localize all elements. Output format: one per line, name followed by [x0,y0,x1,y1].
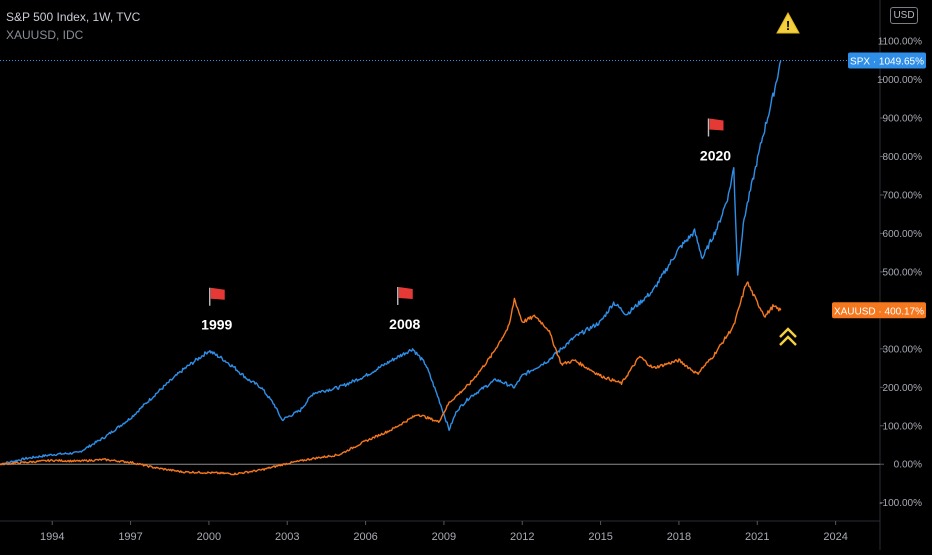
y-tick-label: 1000.00% [877,75,922,86]
y-tick-label: 500.00% [883,267,923,278]
x-tick-label: 2006 [353,531,377,543]
series-line-xauusd[interactable] [0,281,782,476]
y-tick-label: 1100.00% [878,37,922,48]
annotation-label: 2008 [389,316,420,332]
x-tick-label: 2021 [745,531,769,543]
y-tick-label: 800.00% [883,152,923,163]
y-tick-label: 300.00% [883,344,923,355]
last-value-badge-text-xauusd: XAUUSD · 400.17% [834,306,924,317]
y-tick-label: -100.00% [879,498,922,509]
y-tick-label: 100.00% [883,421,923,432]
chevron-up-icon [779,335,797,346]
warning-icon-glyph: ! [786,18,790,33]
x-tick-label: 1997 [118,531,142,543]
chevron-up-icon [779,327,797,338]
x-tick-label: 2015 [588,531,612,543]
last-value-badge-spx [848,52,926,69]
x-tick-label: 2012 [510,531,534,543]
last-value-badge-xauusd [832,302,926,319]
y-tick-label: 600.00% [883,229,923,240]
flag-icon [398,286,413,299]
x-tick-label: 2009 [432,531,456,543]
flag-icon [709,118,724,131]
currency-button[interactable]: USD [890,7,918,24]
x-tick-label: 2000 [197,531,221,543]
x-tick-label: 2003 [275,531,299,543]
y-tick-label: 200.00% [883,383,923,394]
legend-primary: S&P 500 Index, 1W, TVC [6,10,141,24]
annotation-label: 1999 [201,317,232,333]
series-line-spx[interactable] [0,60,782,466]
x-tick-label: 2018 [667,531,691,543]
x-tick-label: 2024 [823,531,847,543]
annotation-label: 2020 [700,147,731,163]
chart-legend: S&P 500 Index, 1W, TVC XAUUSD, IDC [6,8,140,44]
y-tick-label: 700.00% [883,190,923,201]
y-tick-label: 0.00% [894,460,922,471]
flag-icon [210,287,225,300]
legend-secondary: XAUUSD, IDC [6,28,84,42]
warning-icon [776,11,800,34]
last-value-badge-text-spx: SPX · 1049.65% [850,56,924,67]
y-tick-label: 900.00% [883,114,923,125]
x-tick-label: 1994 [40,531,64,543]
